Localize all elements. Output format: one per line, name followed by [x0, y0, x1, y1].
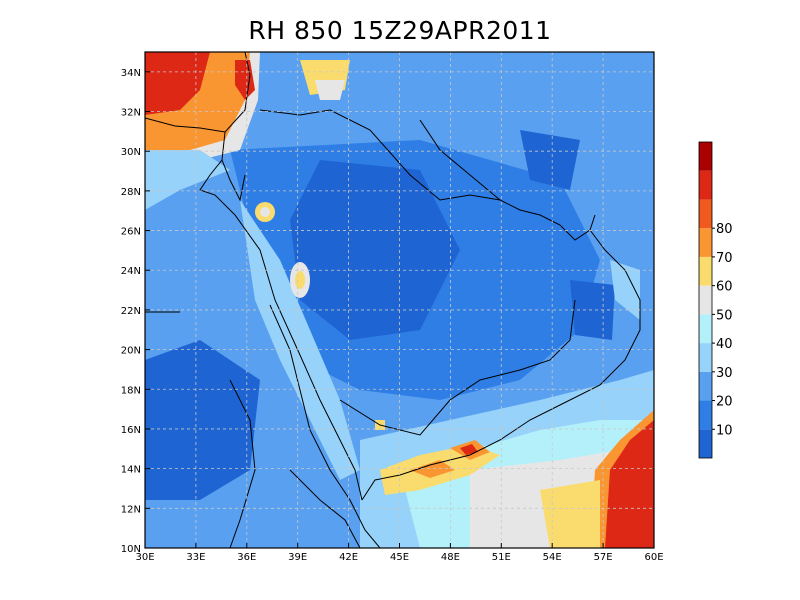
colorbar: 10 20 30 40 50 60 70 80	[698, 141, 733, 459]
lon-tick-label: 42E	[339, 552, 358, 563]
lat-tick-label: 34N	[121, 68, 141, 79]
colorbar-label: 60	[716, 280, 733, 295]
lat-tick-label: 22N	[121, 306, 141, 317]
lon-tick-label: 33E	[186, 552, 205, 563]
lat-tick-label: 26N	[121, 227, 141, 238]
colorbar-swatch	[699, 228, 712, 257]
colorbar-label: 10	[716, 423, 733, 438]
colorbar-swatch	[699, 142, 712, 171]
lat-tick-label: 24N	[121, 266, 141, 277]
lon-tick-label: 45E	[390, 552, 409, 563]
lat-tick-label: 16N	[121, 425, 141, 436]
colorbar-label: 40	[716, 337, 733, 352]
colorbar-label: 80	[716, 222, 733, 237]
lat-tick-label: 30N	[121, 147, 141, 158]
colorbar-label: 50	[716, 308, 733, 323]
colorbar-swatch	[699, 371, 712, 401]
lat-tick-label: 32N	[121, 108, 141, 119]
lat-tick-label: 28N	[121, 187, 141, 198]
lat-tick-label: 10N	[121, 544, 141, 555]
colorbar-swatch	[699, 314, 712, 344]
lat-tick-label: 18N	[121, 385, 141, 396]
colorbar-swatch	[699, 199, 712, 229]
lon-tick-label: 60E	[644, 552, 663, 563]
colorbar-label: 30	[716, 366, 733, 381]
lat-tick-label: 20N	[121, 346, 141, 357]
coastlines	[145, 52, 641, 548]
lat-tick-label: 12N	[121, 504, 141, 515]
colorbar-label: 20	[716, 395, 733, 410]
lat-axis: 10N 12N 14N 16N 18N 20N 22N 24N 26N 28N 30N 32N 34N	[121, 68, 150, 555]
lon-tick-label: 36E	[237, 552, 256, 563]
lon-tick-label: 48E	[441, 552, 460, 563]
colorbar-label: 70	[716, 251, 733, 266]
colorbar-frame	[698, 141, 713, 459]
map-grid	[145, 52, 654, 548]
colorbar-swatch	[699, 400, 712, 430]
colorbar-swatch	[699, 343, 712, 372]
lon-tick-label: 54E	[543, 552, 562, 563]
colorbar-swatch	[699, 256, 712, 286]
lon-tick-label: 57E	[594, 552, 613, 563]
lon-axis: 30E 33E 36E 39E 42E 45E 48E 51E 54E 57E 60E	[135, 543, 664, 563]
lon-tick-label: 51E	[492, 552, 511, 563]
colorbar-swatch	[699, 170, 712, 200]
lon-tick-label: 39E	[288, 552, 307, 563]
colorbar-swatch	[699, 285, 712, 315]
lat-tick-label: 14N	[121, 465, 141, 476]
lon-tick-label: 30E	[135, 552, 154, 563]
chart-title: RH 850 15Z29APR2011	[248, 16, 552, 45]
colorbar-swatch	[699, 429, 712, 458]
